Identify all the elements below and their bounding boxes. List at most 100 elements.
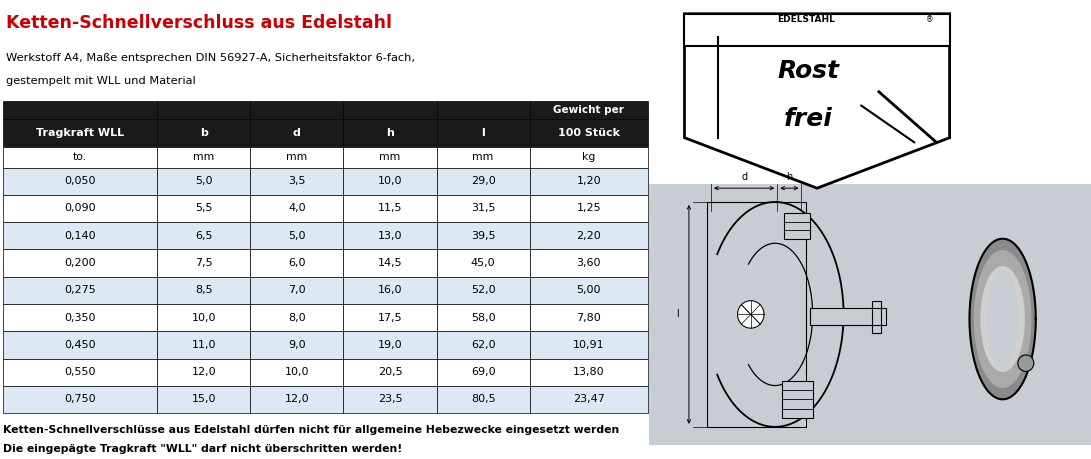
Text: 7,80: 7,80 — [576, 313, 601, 323]
Polygon shape — [738, 301, 764, 328]
Text: b: b — [200, 128, 207, 138]
Text: 45,0: 45,0 — [471, 258, 495, 268]
Bar — [250, 195, 344, 222]
Text: 15,0: 15,0 — [192, 394, 216, 404]
Text: l: l — [481, 128, 485, 138]
Text: l: l — [676, 309, 680, 319]
Bar — [157, 101, 250, 119]
Bar — [529, 358, 648, 386]
Bar — [436, 358, 529, 386]
Text: 52,0: 52,0 — [471, 285, 495, 295]
Bar — [157, 277, 250, 304]
Bar — [529, 168, 648, 195]
Bar — [3, 119, 157, 147]
Text: 13,80: 13,80 — [573, 367, 604, 377]
Bar — [529, 195, 648, 222]
Text: 20,5: 20,5 — [377, 367, 403, 377]
Bar — [250, 147, 344, 168]
Bar — [3, 195, 157, 222]
Bar — [250, 358, 344, 386]
Bar — [157, 249, 250, 277]
Bar — [529, 147, 648, 168]
Bar — [436, 386, 529, 413]
Circle shape — [1018, 355, 1034, 371]
Bar — [784, 213, 811, 239]
Bar — [344, 331, 436, 358]
Text: 16,0: 16,0 — [377, 285, 403, 295]
Bar — [3, 304, 157, 331]
Text: kg: kg — [583, 152, 596, 162]
Bar — [649, 184, 1091, 445]
Bar — [436, 147, 529, 168]
Text: 14,5: 14,5 — [377, 258, 403, 268]
Bar — [684, 14, 949, 46]
Bar — [250, 331, 344, 358]
Text: 80,5: 80,5 — [471, 394, 495, 404]
Text: 9,0: 9,0 — [288, 340, 305, 350]
Bar — [157, 304, 250, 331]
Bar — [3, 101, 157, 119]
Text: b: b — [880, 312, 887, 322]
Text: mm: mm — [380, 152, 400, 162]
Text: 0,140: 0,140 — [64, 231, 96, 241]
Text: 8,5: 8,5 — [195, 285, 213, 295]
Text: 19,0: 19,0 — [377, 340, 403, 350]
Bar — [3, 358, 157, 386]
Text: 12,0: 12,0 — [285, 394, 309, 404]
Polygon shape — [970, 239, 1035, 399]
Text: gestempelt mit WLL und Material: gestempelt mit WLL und Material — [7, 76, 196, 86]
Bar — [436, 331, 529, 358]
Bar — [3, 168, 157, 195]
Bar — [529, 277, 648, 304]
Bar — [3, 277, 157, 304]
Bar — [529, 386, 648, 413]
Text: 0,090: 0,090 — [64, 203, 96, 213]
Bar — [529, 119, 648, 147]
Text: 0,050: 0,050 — [64, 176, 96, 186]
Text: h: h — [787, 172, 792, 182]
Text: 1,25: 1,25 — [576, 203, 601, 213]
Bar — [344, 168, 436, 195]
Bar — [250, 386, 344, 413]
Bar — [3, 222, 157, 249]
Text: Werkstoff A4, Maße entsprechen DIN 56927-A, Sicherheitsfaktor 6-fach,: Werkstoff A4, Maße entsprechen DIN 56927… — [7, 53, 416, 63]
Text: 0,550: 0,550 — [64, 367, 96, 377]
Text: 62,0: 62,0 — [471, 340, 495, 350]
Polygon shape — [974, 251, 1031, 387]
Text: 23,47: 23,47 — [573, 394, 604, 404]
Text: d: d — [293, 128, 301, 138]
Bar — [3, 147, 157, 168]
Bar — [344, 195, 436, 222]
Bar — [436, 101, 529, 119]
Text: 6,0: 6,0 — [288, 258, 305, 268]
Text: 31,5: 31,5 — [471, 203, 495, 213]
Text: to.: to. — [73, 152, 87, 162]
Text: 5,00: 5,00 — [576, 285, 601, 295]
Bar — [344, 101, 436, 119]
Bar — [250, 304, 344, 331]
Text: 13,0: 13,0 — [377, 231, 403, 241]
Text: mm: mm — [472, 152, 494, 162]
Bar — [250, 168, 344, 195]
Text: d: d — [741, 172, 747, 182]
Bar — [344, 277, 436, 304]
Bar — [344, 304, 436, 331]
Bar — [529, 304, 648, 331]
Text: 7,5: 7,5 — [195, 258, 213, 268]
Text: 3,60: 3,60 — [576, 258, 601, 268]
Bar — [157, 331, 250, 358]
Text: 1,20: 1,20 — [576, 176, 601, 186]
Bar — [529, 249, 648, 277]
Polygon shape — [981, 267, 1024, 371]
Text: 2,20: 2,20 — [576, 231, 601, 241]
Text: 12,0: 12,0 — [192, 367, 216, 377]
Bar — [344, 119, 436, 147]
Bar — [436, 277, 529, 304]
Bar — [250, 119, 344, 147]
Text: 23,5: 23,5 — [377, 394, 403, 404]
Bar — [811, 308, 886, 325]
Bar — [344, 222, 436, 249]
Bar — [157, 358, 250, 386]
Bar — [436, 168, 529, 195]
Text: EDELSTAHL: EDELSTAHL — [777, 15, 835, 24]
